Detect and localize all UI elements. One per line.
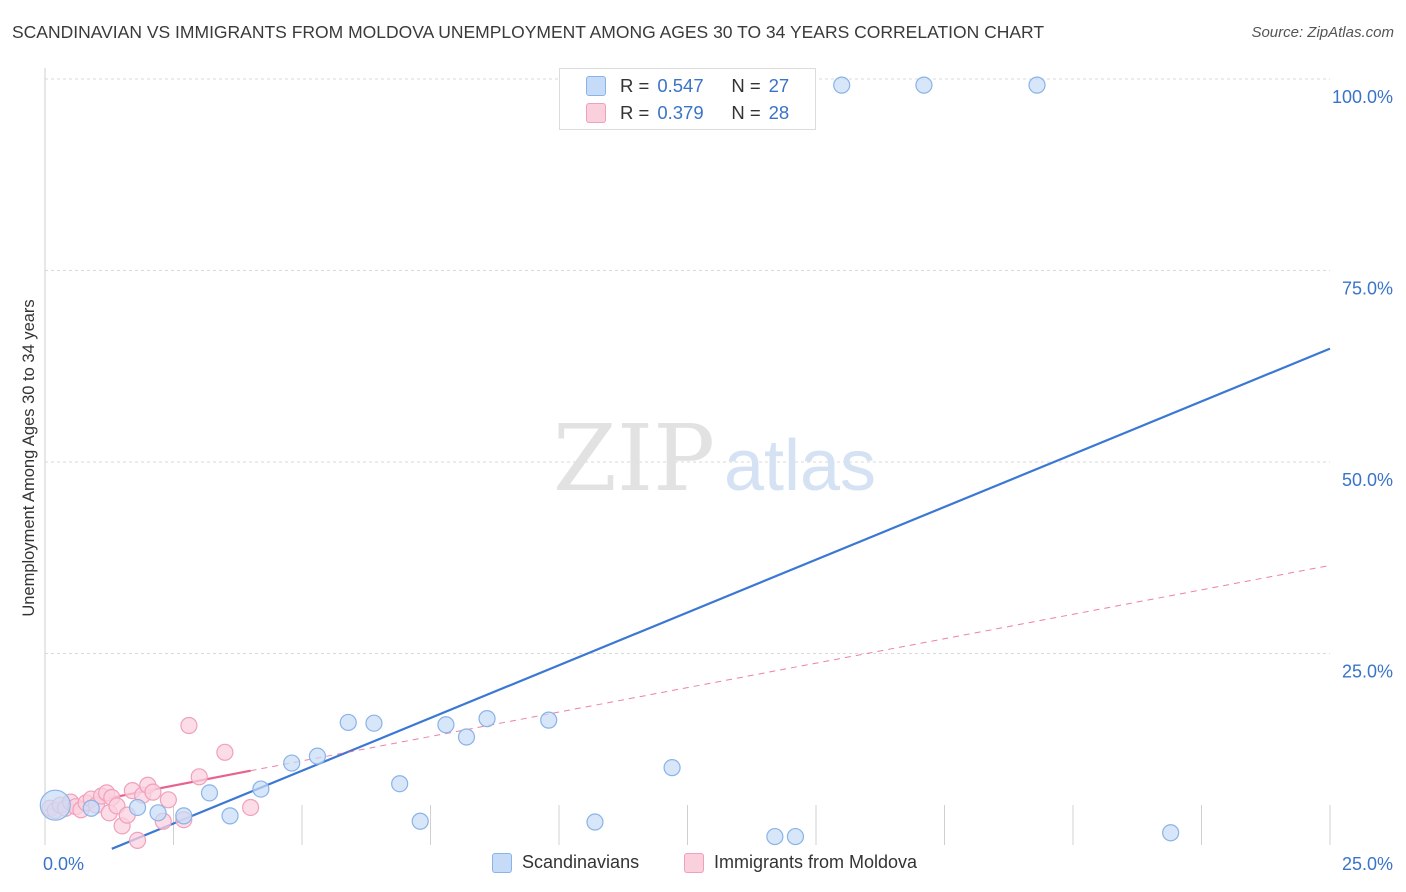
- point-scandinavians: [833, 76, 851, 94]
- legend-item-moldova[interactable]: Immigrants from Moldova: [684, 852, 917, 873]
- source-label: Source: ZipAtlas.com: [1251, 24, 1394, 41]
- point-scandinavians: [283, 754, 301, 772]
- stats-row-scandinavians: R = 0.547 N = 27: [586, 73, 789, 99]
- trend-line-moldova-dashed: [250, 564, 1331, 772]
- legend-label-moldova: Immigrants from Moldova: [714, 852, 918, 872]
- r-value: 0.379: [657, 102, 704, 123]
- watermark-zip: ZIP: [553, 405, 715, 512]
- axes: [44, 68, 1331, 845]
- point-scandinavians: [39, 789, 71, 821]
- point-moldova: [128, 831, 147, 850]
- point-scandinavians: [221, 807, 239, 825]
- point-moldova: [180, 716, 198, 735]
- watermark-atlas: atlas: [724, 426, 876, 506]
- chart-title: SCANDINAVIAN VS IMMIGRANTS FROM MOLDOVA …: [12, 22, 1045, 42]
- stats-box: R = 0.547 N = 27 R = 0.379 N = 28: [559, 68, 816, 130]
- r-label: R =: [620, 102, 650, 123]
- point-scandinavians: [128, 798, 147, 817]
- stats-swatch-blue: [586, 76, 606, 96]
- point-scandinavians: [175, 807, 193, 825]
- stats-row-moldova: R = 0.379 N = 28: [586, 100, 789, 126]
- n-value: 28: [768, 102, 790, 123]
- trend-line-scandinavians: [111, 347, 1331, 850]
- legend-label-scandinavians: Scandinavians: [522, 852, 640, 872]
- point-scandinavians: [786, 827, 805, 846]
- legend-item-scandinavians[interactable]: Scandinavians: [492, 852, 639, 873]
- point-scandinavians: [540, 711, 558, 729]
- point-scandinavians: [915, 76, 933, 94]
- legend-swatch-blue: [492, 852, 512, 873]
- point-scandinavians: [308, 747, 327, 765]
- point-moldova: [190, 768, 208, 786]
- y-tick-label: 100.0%: [1332, 87, 1393, 107]
- point-scandinavians: [149, 804, 167, 822]
- point-scandinavians: [437, 716, 455, 734]
- tick-labels: 25.0% 50.0% 75.0% 100.0% 0.0% 25.0%: [43, 87, 1393, 874]
- point-scandinavians: [766, 827, 784, 846]
- n-label: N =: [731, 102, 761, 123]
- r-value: 0.547: [657, 75, 704, 96]
- r-label: R =: [620, 75, 650, 96]
- y-tick-label: 25.0%: [1342, 662, 1393, 682]
- watermark: ZIP atlas: [553, 405, 876, 512]
- x-tick-label: 0.0%: [43, 854, 84, 874]
- legend-swatch-pink: [684, 852, 704, 873]
- stats-swatch-pink: [586, 103, 606, 123]
- y-tick-label: 50.0%: [1342, 470, 1393, 490]
- point-moldova: [216, 743, 234, 761]
- gridlines: [45, 78, 1330, 654]
- point-scandinavians: [586, 813, 604, 831]
- data-points: [39, 76, 1180, 850]
- point-scandinavians: [82, 799, 100, 817]
- point-moldova: [144, 783, 162, 801]
- point-scandinavians: [663, 759, 681, 777]
- x-tick-label: 25.0%: [1342, 854, 1393, 874]
- point-scandinavians: [339, 713, 357, 732]
- point-scandinavians: [1028, 76, 1046, 94]
- point-scandinavians: [1162, 824, 1180, 842]
- n-label: N =: [731, 75, 761, 96]
- point-scandinavians: [457, 728, 476, 746]
- point-scandinavians: [200, 784, 219, 802]
- point-moldova: [242, 798, 260, 817]
- y-tick-label: 75.0%: [1342, 279, 1393, 299]
- point-scandinavians: [252, 780, 270, 798]
- point-moldova: [159, 791, 177, 809]
- point-scandinavians: [391, 775, 409, 793]
- point-scandinavians: [365, 714, 383, 732]
- point-scandinavians: [478, 710, 496, 728]
- y-axis-label: Unemployment Among Ages 30 to 34 years: [20, 299, 38, 616]
- n-value: 27: [768, 75, 790, 96]
- point-scandinavians: [411, 812, 429, 830]
